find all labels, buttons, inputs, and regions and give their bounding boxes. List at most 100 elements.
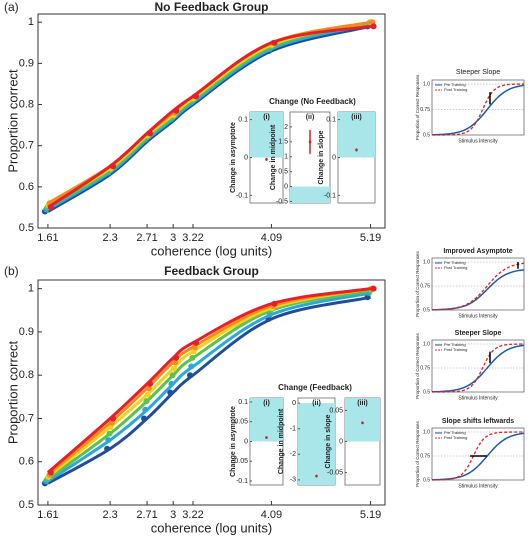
schematic-title: Improved Asymptote: [443, 248, 512, 255]
data-point: [147, 130, 154, 137]
y-tick-label: 0.8: [19, 369, 34, 381]
schematic-y-label: Proportion of Correct Responses: [415, 250, 420, 316]
inset-tick-label: 0: [339, 438, 343, 445]
inset-tick-label: -1: [290, 426, 296, 433]
inset-tick-label: -0.1: [324, 192, 336, 199]
inset-point: [355, 148, 358, 152]
inset-tick-label: 0.5: [278, 169, 288, 176]
inset-tick-label: 2: [284, 124, 288, 131]
data-point: [170, 365, 177, 372]
chart-title: No Feedback Group: [154, 0, 268, 14]
panel-label: (b): [4, 264, 19, 278]
pre-curve: [431, 84, 525, 136]
data-point: [189, 354, 196, 361]
data-point: [193, 93, 200, 100]
schematic-title: Slope shifts leftwards: [442, 418, 514, 425]
data-point: [370, 23, 377, 30]
inset-point: [315, 474, 318, 478]
schematic-x-label: Stimulus Intensity: [458, 313, 498, 319]
y-tick-label: 0.5: [19, 499, 34, 511]
inset-shade: [250, 398, 283, 442]
y-tick-label: 0.6: [19, 456, 34, 468]
inset-tick-label: 0: [284, 183, 288, 190]
schematic-y-label: Proportion of Correct Responses: [415, 74, 420, 140]
data-point: [47, 469, 54, 476]
x-tick-label: 2.3: [102, 232, 117, 244]
data-point: [187, 372, 194, 379]
inset-y-label: Change in asymptote: [230, 406, 237, 477]
schematic-y-label: Proportion of Correct Responses: [415, 420, 420, 486]
legend-label: Pre Training: [444, 342, 466, 347]
inset-tick-label: 0.1: [238, 116, 248, 123]
inset-label: (i): [263, 114, 270, 121]
schematic-tick-label: 0.75: [420, 365, 430, 371]
inset-shade: [290, 186, 330, 203]
data-point: [193, 339, 200, 346]
legend-label: Post Training: [444, 347, 467, 352]
data-point: [110, 415, 117, 422]
curve: [47, 295, 371, 485]
schematic-tick-label: 0.75: [420, 453, 430, 459]
inset-tick-label: 0.05: [234, 419, 248, 426]
inset-tick-label: 1.5: [278, 139, 288, 146]
x-tick-label: 1.61: [37, 232, 58, 244]
schematic-tick-label: 1.0: [423, 429, 430, 435]
data-point: [142, 406, 149, 413]
x-tick-label: 3: [170, 232, 176, 244]
y-tick-label: 0.7: [19, 140, 34, 152]
data-point: [173, 354, 180, 361]
inset-point: [265, 436, 268, 439]
inset-label: (iii): [357, 400, 368, 407]
data-point: [173, 107, 180, 114]
schematic-tick-label: 1.0: [423, 81, 430, 87]
inset-y-label: Change in asymptote: [230, 122, 237, 193]
data-point: [104, 445, 111, 452]
data-point: [110, 163, 117, 170]
inset-shade: [250, 112, 283, 158]
schematic-tick-label: 1.0: [423, 259, 430, 265]
data-point: [143, 398, 150, 405]
x-tick-label: 5.19: [360, 232, 381, 244]
chart-title: Feedback Group: [164, 264, 259, 278]
x-tick-label: 4.09: [261, 232, 282, 244]
schematic-title: Steeper Slope: [455, 330, 502, 337]
legend-label: Post Training: [444, 87, 467, 92]
x-axis-label: coherence (log units): [151, 243, 272, 258]
inset-point: [265, 158, 268, 161]
y-tick-label: 0.9: [19, 326, 34, 338]
schematic-x-label: Stimulus Intensity: [458, 138, 498, 144]
inset-tick-label: 1: [284, 154, 288, 161]
panel-label: (a): [4, 0, 19, 14]
x-tick-label: 3.22: [182, 509, 203, 521]
legend-label: Pre Training: [444, 260, 466, 265]
pre-curve: [431, 344, 525, 393]
data-point: [370, 285, 377, 292]
schematic-title: Steeper Slope: [456, 69, 500, 76]
y-tick-label: 1: [28, 283, 34, 295]
x-tick-label: 4.09: [261, 509, 282, 521]
inset-y-label: Change in midpoint: [278, 408, 285, 474]
data-point: [105, 437, 112, 444]
inset-tick-label: -0.1: [236, 192, 248, 199]
x-tick-label: 2.71: [136, 509, 157, 521]
legend-label: Pre Training: [444, 82, 466, 87]
inset-tick-label: 0.1: [238, 399, 248, 406]
legend-label: Pre Training: [444, 430, 466, 435]
inset-tick-label: 0.1: [326, 116, 336, 123]
data-point: [141, 415, 148, 422]
data-point: [169, 372, 176, 379]
inset-label: (ii): [306, 114, 315, 121]
post-curve: [431, 431, 525, 481]
post-curve: [431, 343, 525, 393]
legend-label: Post Training: [444, 435, 467, 440]
plot-area: [37, 13, 386, 229]
data-point: [106, 430, 113, 437]
inset-tick-label: -0.1: [236, 478, 248, 485]
inset-point: [361, 421, 364, 425]
inset-tick-label: 0: [244, 438, 248, 445]
inset-shade: [298, 403, 335, 485]
inset-point: [308, 140, 312, 144]
data-point: [144, 391, 151, 398]
post-curve: [431, 262, 525, 311]
y-tick-label: 0.9: [19, 57, 34, 69]
